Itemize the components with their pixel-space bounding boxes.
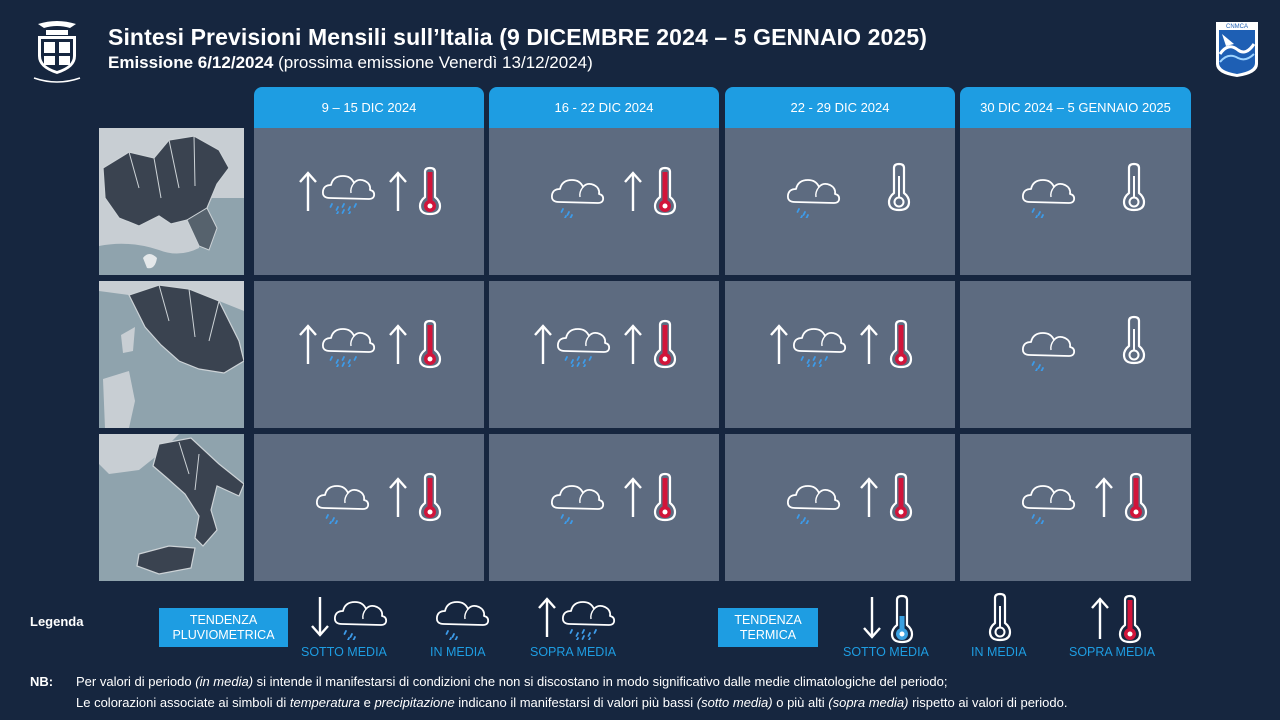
thermometer-warm-icon-north-week-2 [653, 166, 677, 216]
rain-cloud-icon-center-week-2 [556, 328, 611, 367]
temp-above-arrow-icon-south-week-4 [1095, 477, 1113, 517]
precip-above-arrow-icon-center-week-3 [770, 324, 788, 364]
rain-cloud-icon-center-week-1 [321, 328, 376, 367]
rain-cloud-icon-south-week-4 [1021, 485, 1076, 524]
legend-precip-above-arrow-icon [538, 597, 556, 637]
forecast-cell-north-week-4 [960, 128, 1191, 275]
svg-text:CNMCA: CNMCA [1226, 24, 1248, 30]
column-header-week-4: 30 DIC 2024 – 5 GENNAIO 2025 [960, 87, 1191, 128]
forecast-cell-north-week-2 [489, 128, 719, 275]
legend-temp-normal-label: IN MEDIA [971, 645, 1027, 659]
note-line-2: Le colorazioni associate ai simboli di t… [76, 695, 1068, 710]
legend-thermometer-neutral-icon [988, 592, 1012, 642]
thermometer-warm-icon-south-week-3 [889, 472, 913, 522]
legend-temp-above-arrow-icon [1091, 597, 1109, 639]
temp-above-arrow-icon-center-week-2 [624, 324, 642, 364]
forecast-cell-center-week-4 [960, 281, 1191, 428]
legend-temp-below-arrow-icon [863, 597, 881, 639]
forecast-cell-south-week-4 [960, 434, 1191, 581]
legend-thermometer-cold-icon [890, 594, 914, 644]
emission-date: Emissione 6/12/2024 [108, 53, 274, 72]
thermometer-warm-icon-center-week-1 [418, 319, 442, 369]
note-line-1: Per valori di periodo (in media) si inte… [76, 674, 948, 689]
thermometer-icon-north-week-4 [1122, 162, 1146, 212]
page-title: Sintesi Previsioni Mensili sull’Italia (… [108, 24, 927, 50]
precip-above-arrow-icon-north-week-1 [299, 171, 317, 211]
thermometer-warm-icon-south-week-1 [418, 472, 442, 522]
legend-rain-cloud-above-icon [561, 601, 616, 640]
legend-temp-trend-box: TENDENZA TERMICA [718, 608, 818, 647]
rain-cloud-icon-center-week-3 [792, 328, 847, 367]
legend-precip-normal-label: IN MEDIA [430, 645, 486, 659]
column-header-week-3: 22 - 29 DIC 2024 [725, 87, 955, 128]
temp-above-arrow-icon-north-week-2 [624, 171, 642, 211]
emission-info: Emissione 6/12/2024 (prossima emissione … [108, 53, 593, 73]
legend-rain-cloud-normal-icon [435, 601, 490, 640]
temp-above-arrow-icon-south-week-3 [860, 477, 878, 517]
air-force-crest-logo [33, 21, 81, 83]
column-header-week-1: 9 – 15 DIC 2024 [254, 87, 484, 128]
legend-precip-above-label: SOPRA MEDIA [530, 645, 617, 659]
rain-cloud-icon-center-week-4 [1021, 332, 1076, 371]
rain-cloud-icon-south-week-1 [315, 485, 370, 524]
central-italy-map [99, 281, 244, 428]
rain-cloud-icon-north-week-3 [786, 179, 841, 218]
temp-above-arrow-icon-south-week-1 [389, 477, 407, 517]
thermometer-warm-icon-south-week-4 [1124, 472, 1148, 522]
next-emission-note: (prossima emissione Venerdì 13/12/2024) [273, 53, 593, 72]
rain-cloud-icon-south-week-3 [786, 485, 841, 524]
legend-rain-cloud-below-icon [333, 601, 388, 640]
legend-precip-below-arrow-icon [311, 597, 329, 637]
forecast-cell-center-week-3 [725, 281, 955, 428]
thermometer-icon-center-week-4 [1122, 315, 1146, 365]
thermometer-warm-icon-north-week-1 [418, 166, 442, 216]
forecast-cell-north-week-3 [725, 128, 955, 275]
forecast-cell-north-week-1 [254, 128, 484, 275]
thermometer-warm-icon-south-week-2 [653, 472, 677, 522]
column-header-week-2: 16 - 22 DIC 2024 [489, 87, 719, 128]
legend-precip-trend-box: TENDENZA PLUVIOMETRICA [159, 608, 288, 647]
forecast-cell-south-week-2 [489, 434, 719, 581]
temp-above-arrow-icon-south-week-2 [624, 477, 642, 517]
thermometer-warm-icon-center-week-2 [653, 319, 677, 369]
nb-label: NB: [30, 674, 54, 689]
precip-above-arrow-icon-center-week-1 [299, 324, 317, 364]
legend-title: Legenda [30, 614, 84, 629]
forecast-cell-center-week-1 [254, 281, 484, 428]
south-italy-map [99, 434, 244, 581]
north-italy-map [99, 128, 244, 275]
forecast-cell-south-week-1 [254, 434, 484, 581]
thermometer-warm-icon-center-week-3 [889, 319, 913, 369]
rain-cloud-icon-north-week-2 [550, 179, 605, 218]
precip-above-arrow-icon-center-week-2 [534, 324, 552, 364]
thermometer-icon-north-week-3 [887, 162, 911, 212]
forecast-cell-center-week-2 [489, 281, 719, 428]
legend-temp-below-label: SOTTO MEDIA [843, 645, 929, 659]
rain-cloud-icon-north-week-1 [321, 175, 376, 214]
rain-cloud-icon-north-week-4 [1021, 179, 1076, 218]
forecast-cell-south-week-3 [725, 434, 955, 581]
temp-above-arrow-icon-center-week-1 [389, 324, 407, 364]
legend-thermometer-warm-icon [1118, 594, 1142, 644]
cnmca-logo: CNMCA [1216, 22, 1258, 77]
legend-precip-below-label: SOTTO MEDIA [301, 645, 387, 659]
legend-temp-above-label: SOPRA MEDIA [1069, 645, 1156, 659]
rain-cloud-icon-south-week-2 [550, 485, 605, 524]
temp-above-arrow-icon-center-week-3 [860, 324, 878, 364]
temp-above-arrow-icon-north-week-1 [389, 171, 407, 211]
